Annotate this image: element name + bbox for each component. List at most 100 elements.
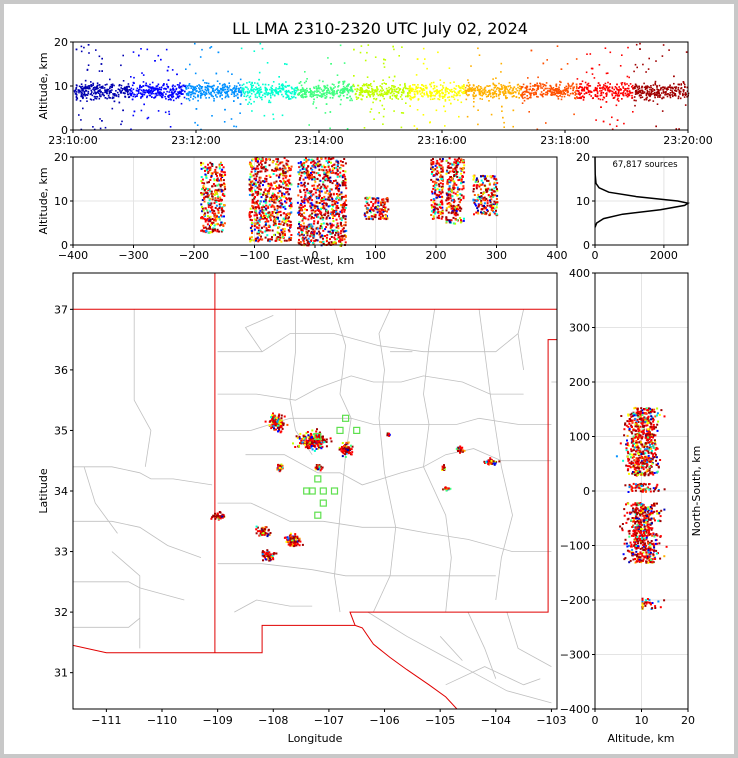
time-altitude-point — [312, 103, 314, 105]
ew-altitude-point — [317, 189, 319, 191]
time-altitude-point — [238, 88, 241, 90]
time-altitude-point — [473, 97, 475, 100]
time-altitude-point — [140, 109, 143, 112]
time-altitude-point — [425, 87, 428, 90]
ew-altitude-point — [343, 158, 346, 160]
ew-altitude-point — [257, 229, 260, 232]
time-altitude-point — [236, 93, 239, 95]
time-altitude-point — [598, 64, 601, 66]
time-altitude-point — [145, 84, 148, 87]
time-altitude-point — [297, 89, 299, 91]
ew-altitude-point — [256, 165, 259, 168]
time-altitude-point — [564, 89, 567, 92]
time-altitude-point — [528, 88, 530, 91]
time-altitude-point — [117, 88, 120, 90]
time-altitude-point — [664, 94, 666, 96]
ew-altitude-point — [271, 160, 274, 163]
time-altitude-point — [90, 99, 93, 101]
time-altitude-point — [177, 91, 179, 93]
time-altitude-point — [443, 81, 445, 84]
ew-altitude-point — [316, 232, 319, 235]
time-altitude-point — [372, 101, 374, 104]
time-altitude-point — [107, 94, 110, 97]
ew-altitude-point — [276, 209, 279, 212]
ew-altitude-point — [328, 217, 331, 220]
ew-altitude-point — [220, 202, 223, 205]
time-altitude-point — [655, 91, 658, 94]
time-altitude-point — [177, 93, 180, 95]
ew-altitude-point — [303, 201, 306, 204]
time-altitude-point — [403, 90, 405, 93]
time-altitude-point — [421, 91, 423, 94]
ew-altitude-point — [258, 234, 261, 237]
time-altitude-point — [258, 91, 260, 94]
time-altitude-point — [119, 90, 121, 92]
time-altitude-point — [74, 93, 77, 95]
time-altitude-point — [416, 109, 419, 111]
time-altitude-point — [73, 90, 76, 92]
ew-altitude-point — [307, 158, 310, 161]
time-altitude-point — [560, 98, 563, 101]
time-altitude-point — [478, 89, 480, 91]
time-altitude-point — [270, 92, 273, 94]
time-altitude-point — [170, 91, 173, 94]
ew-altitude-point — [317, 216, 320, 219]
time-altitude-point — [479, 92, 482, 94]
time-altitude-point — [649, 99, 651, 101]
ew-altitude-point — [297, 194, 300, 197]
ew-altitude-point — [287, 180, 290, 183]
time-altitude-point — [634, 83, 637, 86]
time-altitude-point — [608, 90, 611, 92]
time-altitude-point — [220, 91, 223, 93]
time-altitude-point — [302, 95, 304, 97]
time-altitude-point — [502, 84, 505, 87]
ew-altitude-point — [300, 228, 303, 231]
time-altitude-point — [495, 95, 498, 98]
time-altitude-point — [352, 83, 355, 86]
time-altitude-point — [518, 90, 521, 92]
time-altitude-point — [333, 90, 335, 92]
time-altitude-point — [371, 90, 374, 93]
time-altitude-point — [596, 91, 599, 93]
ew-altitude-point — [325, 187, 328, 190]
time-altitude-point — [475, 94, 477, 97]
time-altitude-point — [85, 88, 87, 90]
ew-altitude-point — [261, 180, 264, 183]
ew-altitude-point — [262, 200, 265, 203]
time-altitude-point — [388, 90, 390, 92]
time-altitude-point — [438, 91, 440, 94]
time-altitude-point — [111, 84, 113, 87]
time-altitude-point — [544, 93, 547, 96]
time-altitude-point — [240, 93, 243, 96]
ew-altitude-point — [382, 210, 385, 213]
ew-altitude-point — [319, 236, 322, 239]
ew-altitude-point — [336, 213, 339, 215]
time-altitude-point — [81, 87, 83, 90]
time-altitude-point — [663, 92, 665, 94]
ew-altitude-point — [254, 189, 257, 192]
time-altitude-point — [379, 85, 381, 87]
time-altitude-point — [219, 87, 222, 90]
ew-altitude-point — [343, 173, 346, 176]
time-altitude-point — [437, 51, 439, 54]
ew-altitude-point — [276, 199, 279, 202]
time-altitude-point — [581, 89, 583, 91]
ew-altitude-point — [274, 224, 277, 227]
time-altitude-point — [151, 96, 153, 98]
time-altitude-point — [474, 87, 476, 90]
time-altitude-point — [121, 89, 124, 92]
time-altitude-point — [677, 95, 680, 98]
time-altitude-point — [337, 86, 339, 88]
ew-altitude-point — [260, 159, 263, 162]
ew-altitude-point — [261, 166, 264, 169]
time-altitude-point — [521, 92, 524, 94]
time-altitude-point — [617, 100, 620, 102]
ew-altitude-point — [302, 166, 305, 169]
ew-altitude-point — [345, 204, 348, 206]
ew-altitude-point — [343, 183, 346, 186]
time-altitude-point — [438, 90, 441, 92]
time-altitude-point — [529, 88, 531, 90]
ew-altitude-point — [279, 234, 282, 237]
time-altitude-point — [394, 85, 396, 88]
ew-altitude-point — [339, 244, 342, 247]
